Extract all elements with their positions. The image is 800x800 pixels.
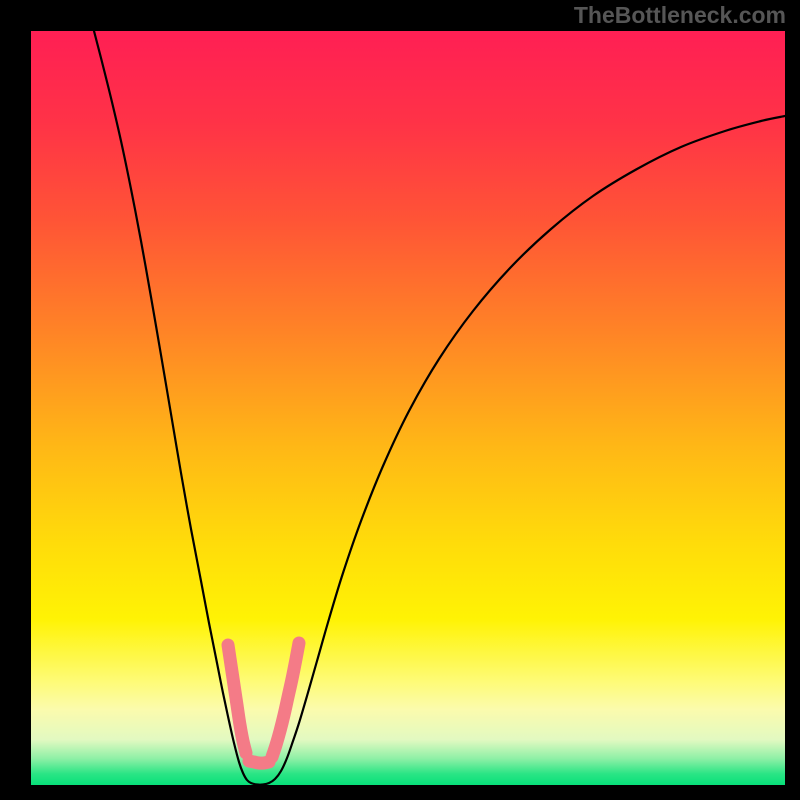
gradient-background <box>31 31 785 785</box>
bottleneck-svg <box>31 31 785 785</box>
plot-area <box>31 31 785 785</box>
highlight-segment-1 <box>249 761 269 763</box>
watermark-text: TheBottleneck.com <box>574 2 786 29</box>
chart-frame: TheBottleneck.com <box>0 0 800 800</box>
